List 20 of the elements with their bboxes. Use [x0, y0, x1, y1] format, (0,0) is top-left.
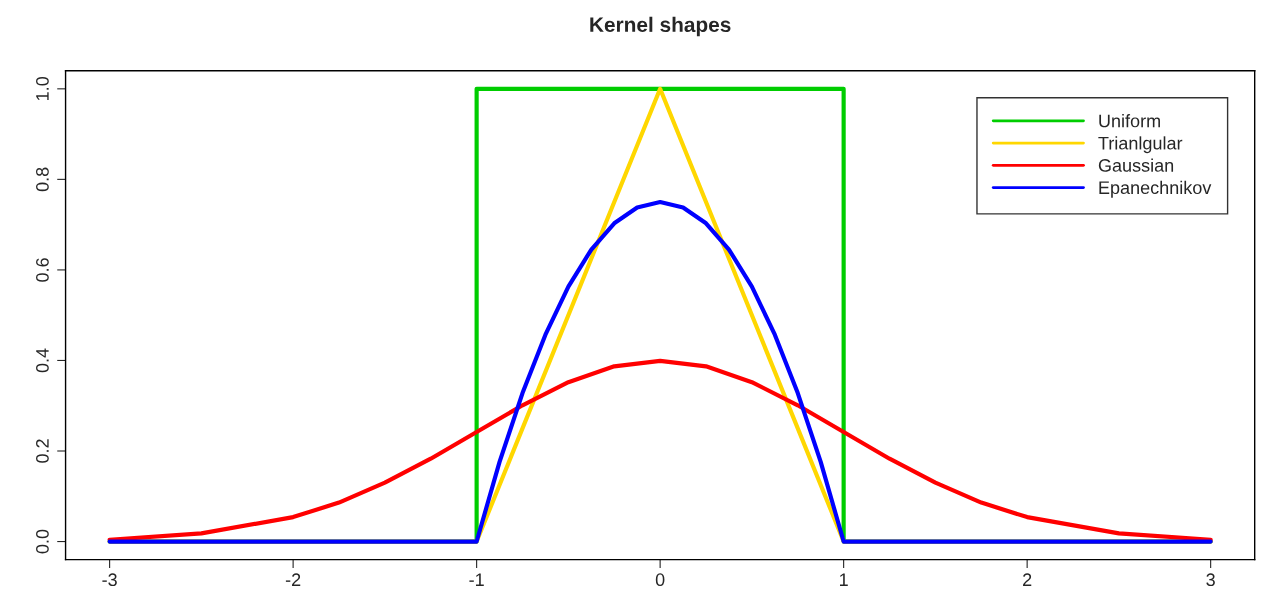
- legend-label: Gaussian: [1098, 158, 1174, 172]
- legend-label: Epanechnikov: [1099, 180, 1212, 198]
- y-tick-label: 1.0: [36, 76, 49, 101]
- legend-label: Trianlgular: [1098, 136, 1183, 154]
- chart-title: Kernel shapes: [590, 16, 731, 37]
- y-tick-label: 0.6: [36, 258, 49, 282]
- x-tick-label: 0: [655, 573, 665, 587]
- y-tick-label: 0.0: [36, 529, 49, 554]
- legend-label: Uniform: [1099, 114, 1160, 128]
- y-tick-label: 0.8: [36, 167, 49, 192]
- x-tick-label: 3: [1206, 573, 1215, 587]
- line-series: [107, 358, 1213, 542]
- x-tick-label: -3: [102, 573, 117, 587]
- y-tick-label: 0.4: [36, 348, 49, 373]
- x-tick-label: 2: [1023, 573, 1032, 586]
- x-tick-label: 1: [840, 573, 848, 586]
- line-series: [107, 199, 1213, 544]
- x-tick-label: -1: [469, 573, 484, 586]
- y-tick-label: 0.2: [36, 439, 49, 463]
- x-tick-label: -2: [285, 573, 301, 586]
